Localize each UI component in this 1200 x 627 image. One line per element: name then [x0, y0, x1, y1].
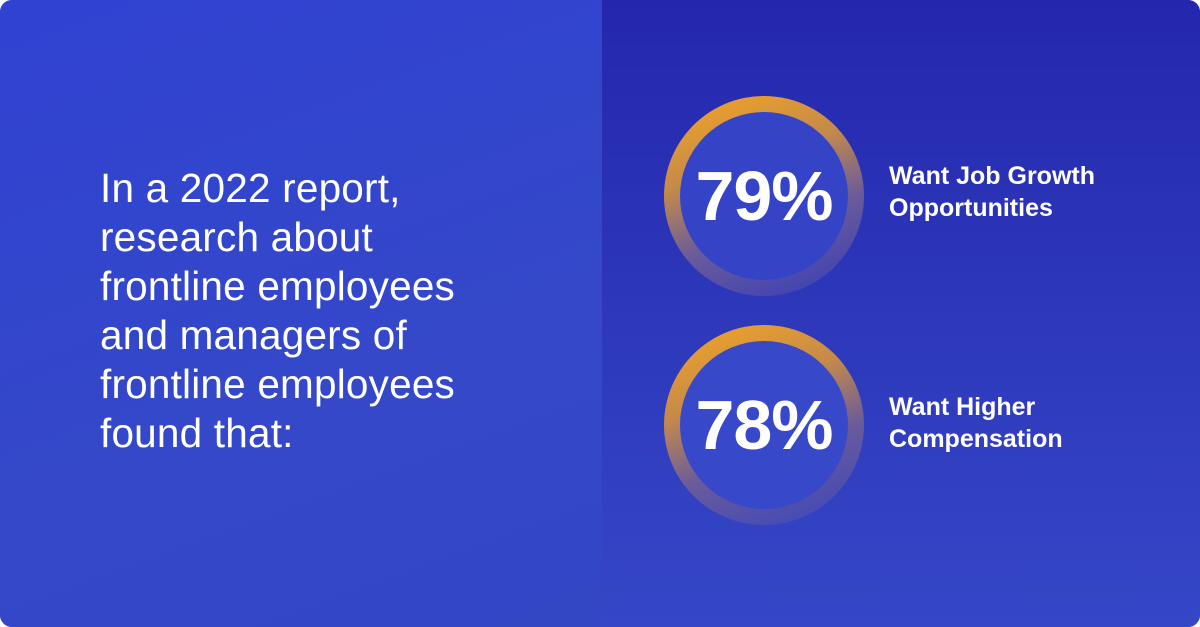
- stat-percent: 78%: [695, 386, 833, 464]
- stat-label-compensation: Want Higher Compensation: [889, 393, 1063, 453]
- stat-label-job-growth: Want Job Growth Opportunities: [889, 162, 1095, 222]
- left-panel: In a 2022 report, research about frontli…: [0, 0, 602, 627]
- stat-ring-job-growth: 79%: [664, 96, 864, 296]
- intro-text: In a 2022 report, research about frontli…: [100, 165, 455, 456]
- ring-center: [680, 341, 848, 509]
- right-panel: [602, 0, 1200, 627]
- ring-center: [680, 112, 848, 280]
- stat-ring-compensation: 78%: [664, 325, 864, 525]
- stat-percent: 79%: [695, 157, 833, 235]
